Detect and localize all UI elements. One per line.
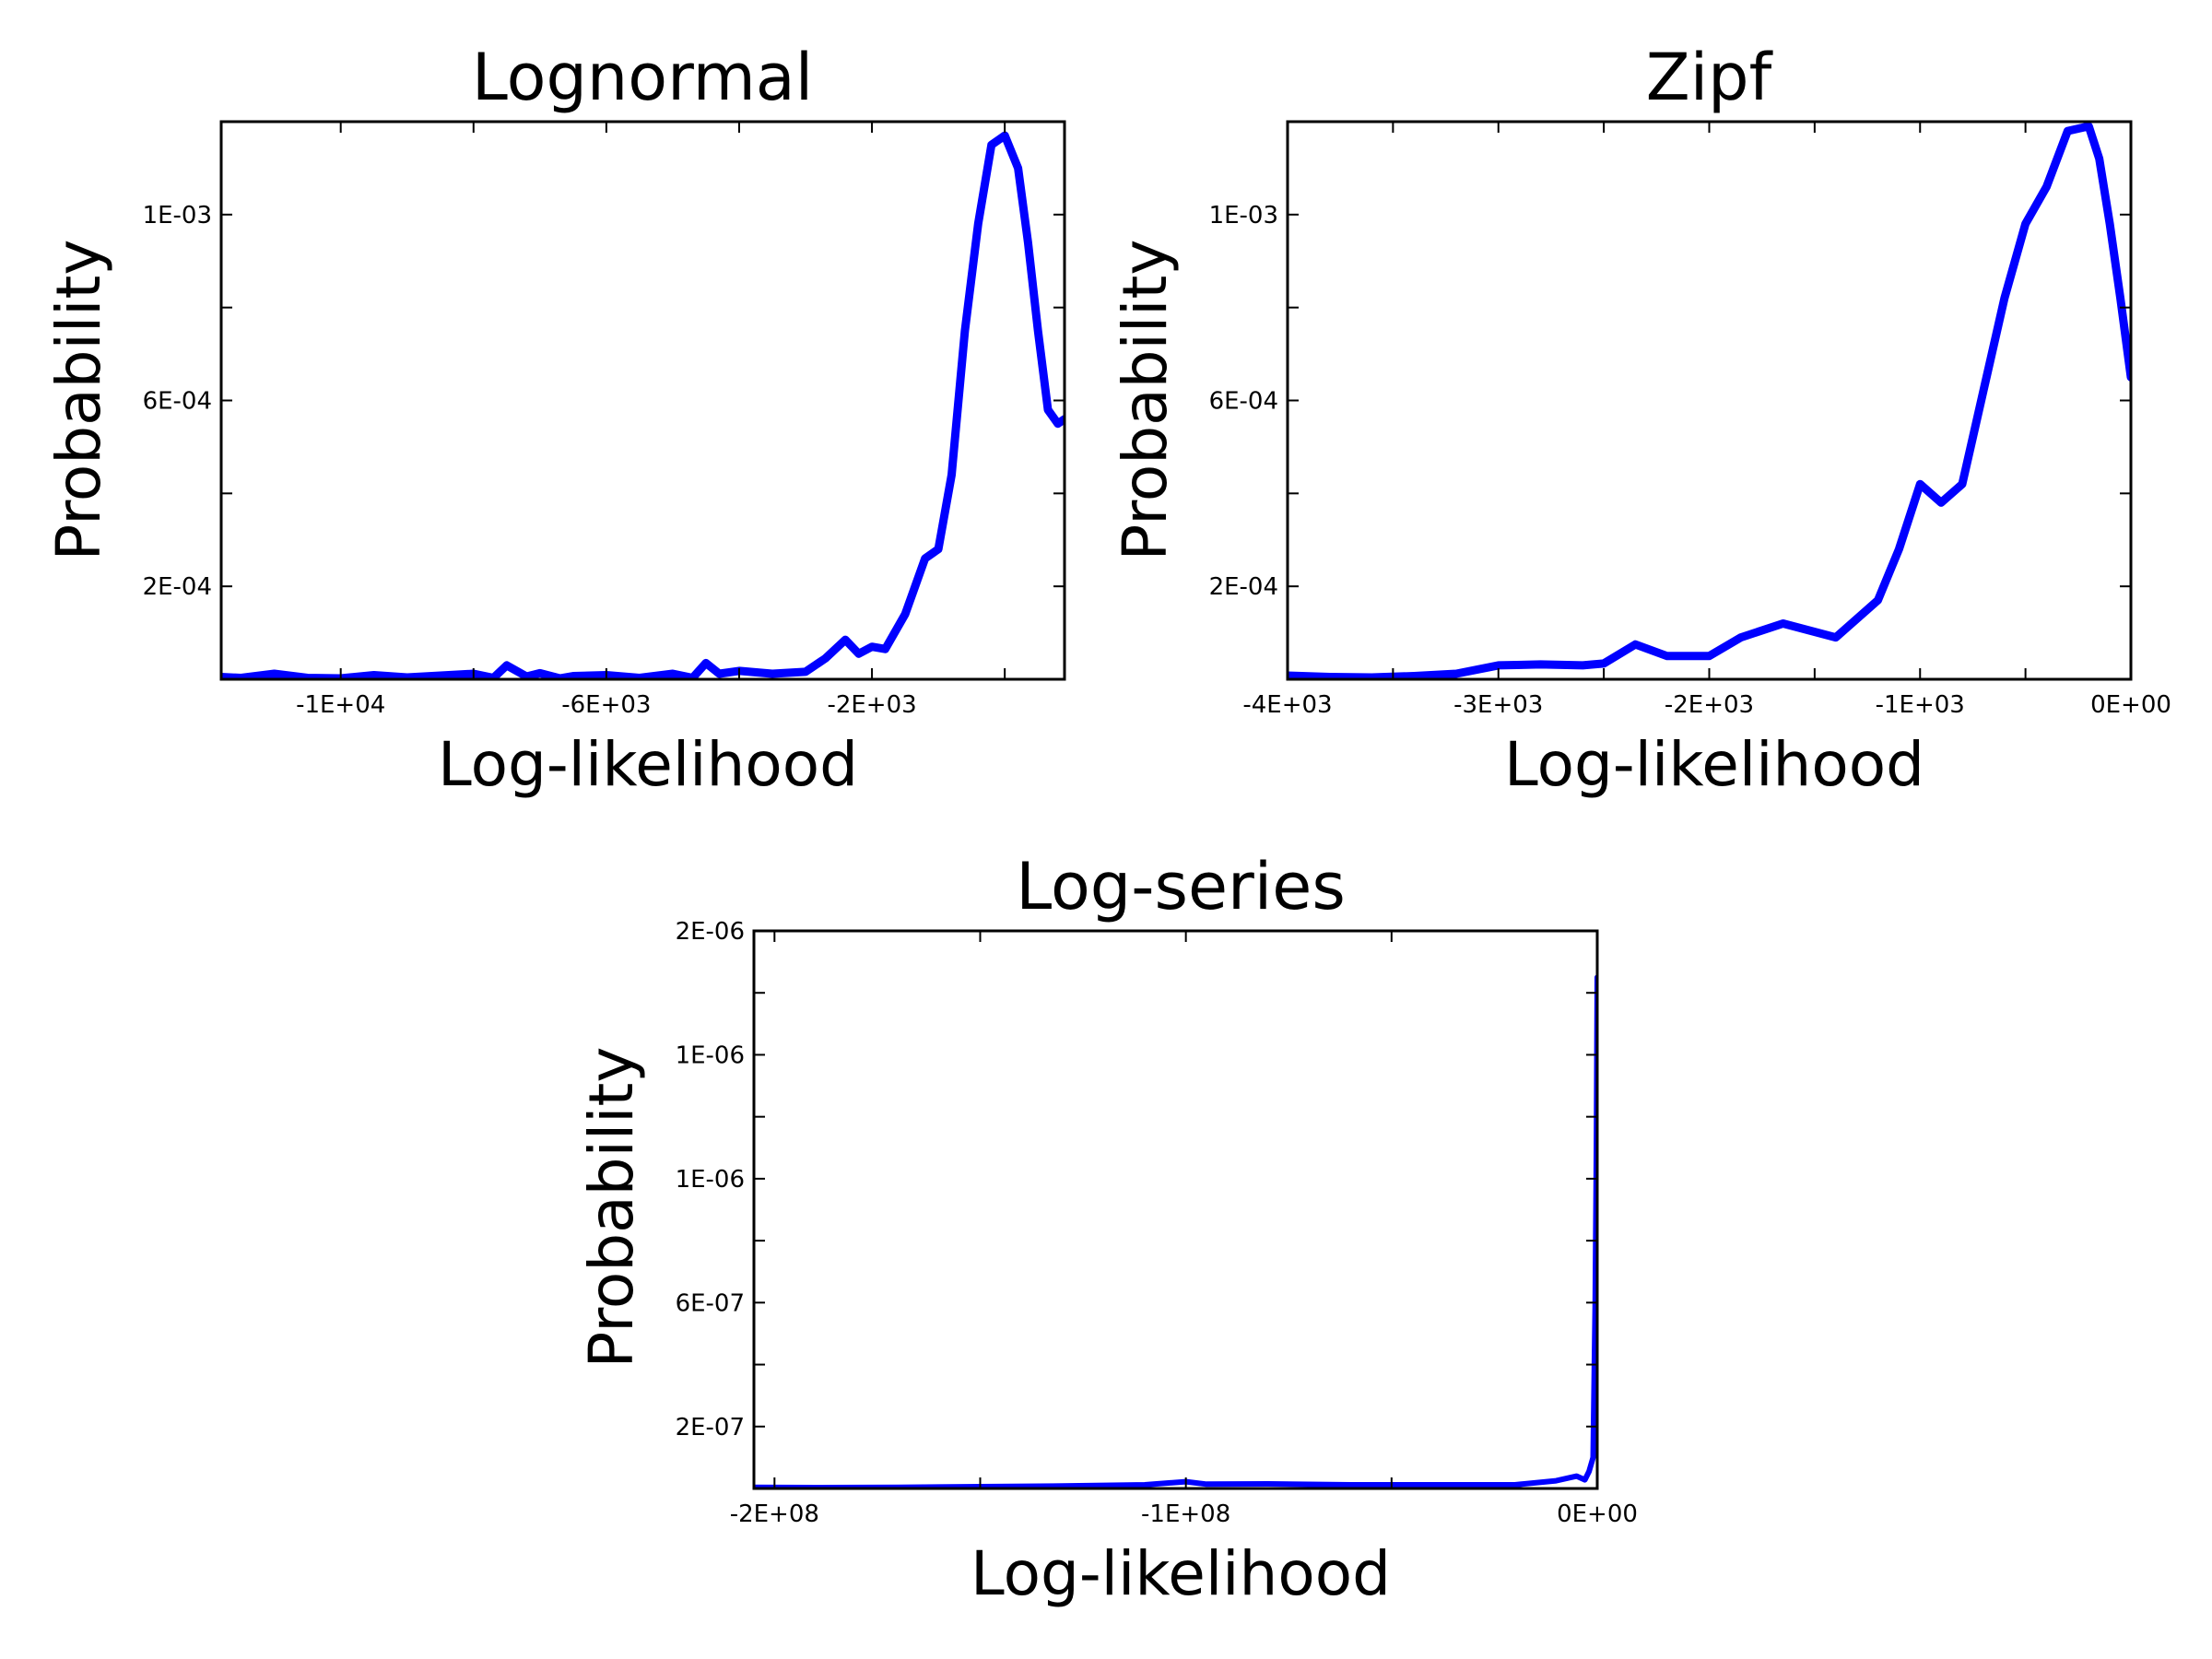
x-tick-label: 0E+00 — [1557, 1500, 1638, 1528]
x-axis-label: Log-likelihood — [971, 1538, 1391, 1609]
series-line-0 — [754, 974, 1597, 1488]
series-line-0 — [221, 131, 1065, 679]
series-line-0 — [1288, 122, 2131, 679]
chart-zipf: Zipf Log-likelihood Probability -4E+03 -3… — [1110, 40, 2171, 800]
chart-title: Zipf — [1646, 40, 1773, 115]
y-axis-label: Probability — [43, 240, 114, 561]
x-tick-label: -2E+08 — [730, 1500, 819, 1528]
x-tick-label: -1E+03 — [1876, 691, 1965, 719]
x-tick-label: -1E+04 — [296, 691, 385, 719]
y-tick-label: 1E-06 — [676, 1041, 745, 1069]
y-tick-label: 2E-06 — [676, 918, 745, 946]
x-tick-label: -4E+03 — [1242, 691, 1332, 719]
y-axis-label: Probability — [576, 1047, 647, 1369]
x-axis-label: Log-likelihood — [1504, 729, 1924, 800]
y-tick-label: 2E-04 — [143, 573, 212, 601]
x-tick-label: -6E+03 — [561, 691, 651, 719]
y-tick-label: 2E-04 — [1209, 573, 1278, 601]
y-tick-label: 1E-03 — [143, 202, 212, 229]
x-tick-label: -2E+03 — [827, 691, 916, 719]
plot-area — [221, 122, 1065, 679]
plot-area — [754, 930, 1598, 1488]
y-tick-label: 2E-07 — [676, 1414, 745, 1441]
x-tick-label: -2E+03 — [1665, 691, 1754, 719]
plot-frame — [1286, 120, 2133, 681]
y-axis-label: Probability — [1110, 240, 1181, 561]
plot-frame — [219, 120, 1066, 681]
y-tick-label: 6E-04 — [143, 388, 212, 416]
y-tick-label: 1E-03 — [1209, 202, 1278, 229]
x-axis-label: Log-likelihood — [438, 729, 858, 800]
y-tick-label: 6E-07 — [676, 1289, 745, 1317]
x-tick-label: -1E+08 — [1141, 1500, 1230, 1528]
chart-log-series: Log-series Log-likelihood Probability -2… — [576, 849, 1638, 1609]
x-tick-label: -3E+03 — [1453, 691, 1543, 719]
chart-title: Log-series — [1016, 849, 1346, 924]
plot-area — [1287, 122, 2132, 679]
plot-frame — [752, 929, 1599, 1490]
x-tick-label: 0E+00 — [2090, 691, 2171, 719]
y-tick-label: 6E-04 — [1209, 388, 1278, 416]
chart-title: Lognormal — [472, 40, 813, 115]
y-tick-label: 1E-06 — [676, 1166, 745, 1194]
chart-lognormal: Lognormal Log-likelihood Probability -1E… — [43, 40, 1066, 800]
